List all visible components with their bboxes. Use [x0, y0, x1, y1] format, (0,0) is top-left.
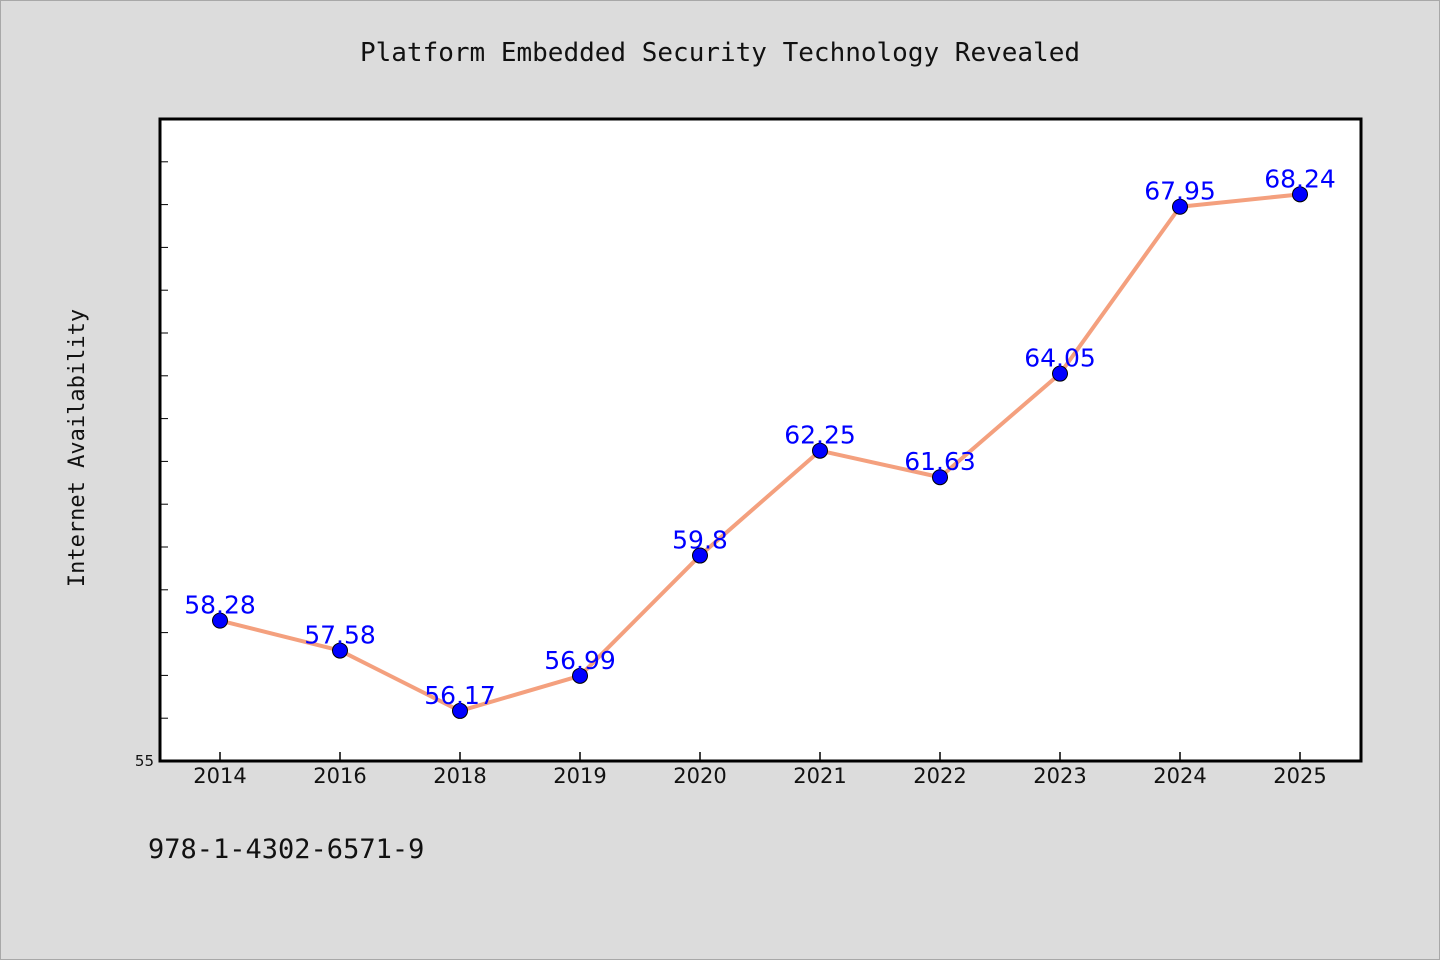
- series-polyline: [219, 192, 1301, 713]
- isbn-footnote: 978-1-4302-6571-9: [148, 834, 425, 865]
- data-label: 68.24: [1264, 164, 1336, 193]
- series-line: [212, 186, 1308, 719]
- x-ticks: 2014 2016 2018 2019 2020 2021 2022 2023 2024 2025: [193, 752, 1327, 788]
- data-label: 57.58: [304, 621, 376, 650]
- data-label: 59.8: [672, 526, 728, 555]
- data-label: 61.63: [904, 447, 976, 476]
- x-tick-label: 2023: [1033, 764, 1086, 788]
- data-labels: 58.28 57.58 56.17 56.99 59.8 62.25 61.63 64.05 6…: [184, 164, 1336, 710]
- data-point: [932, 469, 948, 486]
- plot-area: [158, 117, 1363, 763]
- y-ticks: 55: [135, 161, 168, 770]
- x-tick-label: 2019: [553, 764, 606, 788]
- x-tick-label: 2022: [913, 764, 966, 788]
- y-tick-label: 55: [135, 752, 154, 770]
- chart-title: Platform Embedded Security Technology Re…: [360, 38, 1080, 68]
- x-tick-label: 2016: [313, 764, 366, 788]
- x-tick-label: 2024: [1153, 764, 1206, 788]
- x-tick-label: 2021: [793, 764, 846, 788]
- data-point: [1172, 198, 1188, 215]
- data-point: [212, 612, 228, 629]
- x-tick-label: 2020: [673, 764, 726, 788]
- x-tick-label: 2014: [193, 764, 246, 788]
- data-label: 58.28: [184, 591, 256, 620]
- data-label: 56.17: [424, 681, 496, 710]
- data-label: 64.05: [1024, 344, 1096, 373]
- data-label: 62.25: [784, 421, 856, 450]
- data-point: [452, 702, 468, 719]
- data-label: 67.95: [1144, 177, 1216, 206]
- x-tick-label: 2018: [433, 764, 486, 788]
- data-point: [692, 547, 708, 564]
- data-point: [1052, 365, 1068, 382]
- data-point: [332, 642, 348, 659]
- data-point: [1292, 186, 1308, 203]
- y-axis-label: Internet Availability: [65, 309, 90, 587]
- data-point: [572, 667, 588, 684]
- x-tick-label: 2025: [1273, 764, 1326, 788]
- data-label: 56.99: [544, 646, 616, 675]
- data-point: [812, 442, 828, 459]
